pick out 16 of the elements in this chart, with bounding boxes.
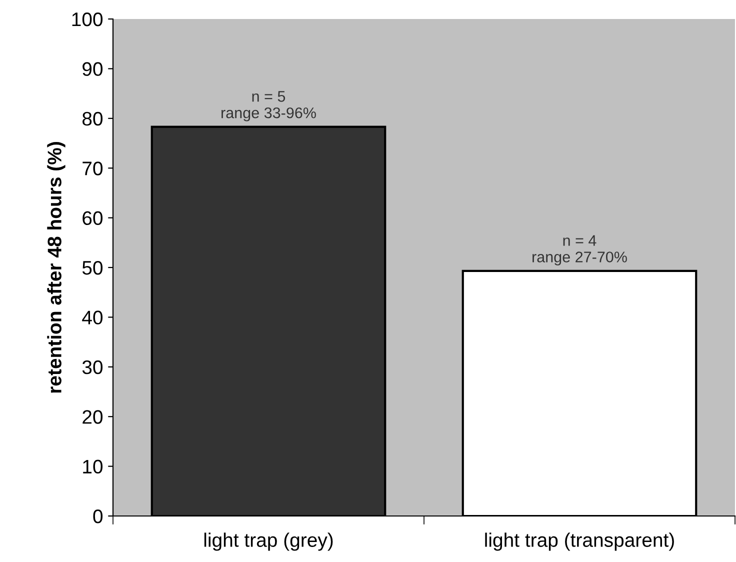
y-tick-label: 60 xyxy=(82,211,103,226)
annotation: n = 5 range 33-96% xyxy=(222,91,316,122)
y-tick-label: 100 xyxy=(72,12,103,26)
annotation: n = 4 range 27-70% xyxy=(532,235,627,266)
y-tick-label: 40 xyxy=(82,310,103,324)
y-axis-title: retention after 48 hours (%) xyxy=(47,142,66,393)
y-tick-label: 0 xyxy=(93,509,103,524)
y-tick-label: 80 xyxy=(82,112,103,126)
y-tick-label: 70 xyxy=(82,162,103,176)
x-tick-label: light trap (transparent) xyxy=(485,532,674,551)
y-tick-label: 20 xyxy=(82,410,103,424)
y-tick-label: 50 xyxy=(82,260,103,275)
x-tick-label: light trap (grey) xyxy=(204,532,333,551)
y-tick-label: 90 xyxy=(82,62,103,76)
y-tick-label: 10 xyxy=(83,460,103,474)
y-tick-label: 30 xyxy=(82,360,103,374)
